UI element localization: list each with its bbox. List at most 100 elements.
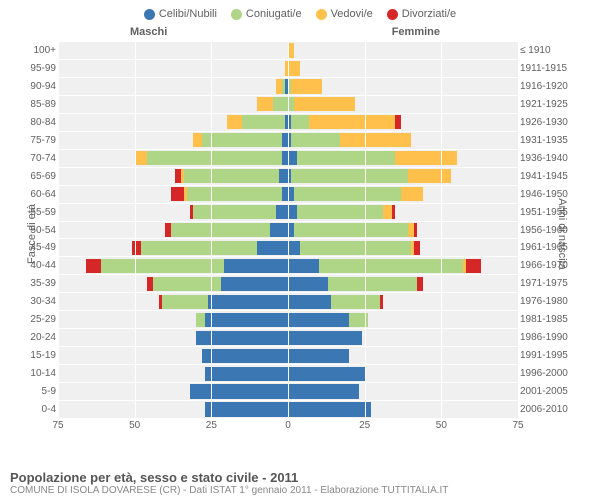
female-bar <box>288 223 518 237</box>
bar-segment <box>288 241 300 255</box>
female-bar <box>288 259 518 273</box>
bar-segment <box>224 259 288 273</box>
bar-segment <box>309 115 395 129</box>
female-bar <box>288 133 518 147</box>
age-group-label: 50-54 <box>18 221 56 239</box>
age-group-label: 20-24 <box>18 329 56 347</box>
birth-year-label: 1921-1925 <box>520 96 582 114</box>
age-group-label: 35-39 <box>18 275 56 293</box>
bar-segment <box>193 205 276 219</box>
male-bar <box>58 367 288 381</box>
legend-label: Divorziati/e <box>402 8 456 20</box>
male-bar <box>58 223 288 237</box>
x-tick-label: 50 <box>436 420 447 431</box>
bar-segment <box>291 79 322 93</box>
bar-segment <box>383 205 392 219</box>
bar-segment <box>196 313 205 327</box>
female-bar <box>288 205 518 219</box>
male-bar <box>58 259 288 273</box>
bar-segment <box>395 151 456 165</box>
male-bar <box>58 79 288 93</box>
x-axis-ticks: 7550250255075 <box>58 420 518 436</box>
female-bar <box>288 97 518 111</box>
bar-segment <box>208 295 288 309</box>
bar-segment <box>340 133 411 147</box>
birth-year-label: 1966-1970 <box>520 257 582 275</box>
bar-segment <box>190 384 288 398</box>
bar-segment <box>187 187 282 201</box>
bar-segment <box>414 241 420 255</box>
x-tick-label: 25 <box>206 420 217 431</box>
birth-year-label: 1996-2000 <box>520 364 582 382</box>
female-bar <box>288 241 518 255</box>
bar-segment <box>380 295 383 309</box>
birth-year-label: 1961-1965 <box>520 239 582 257</box>
age-group-label: 80-84 <box>18 114 56 132</box>
bar-segment <box>294 97 355 111</box>
age-axis-labels: 100+95-9990-9485-8980-8475-7970-7465-696… <box>18 42 56 418</box>
female-bar <box>288 349 518 363</box>
birth-year-label: 1946-1950 <box>520 185 582 203</box>
birth-year-label: 1926-1930 <box>520 114 582 132</box>
chart-subtitle: COMUNE DI ISOLA DOVARESE (CR) - Dati IST… <box>10 485 590 496</box>
male-bar <box>58 241 288 255</box>
female-bar <box>288 187 518 201</box>
grid-line <box>211 42 212 418</box>
bar-segment <box>257 97 272 111</box>
female-bar <box>288 367 518 381</box>
bar-segment <box>141 241 258 255</box>
bar-segment <box>270 223 288 237</box>
male-bar <box>58 331 288 345</box>
male-bar <box>58 169 288 183</box>
birth-year-label: 1931-1935 <box>520 132 582 150</box>
grid-line <box>135 42 136 418</box>
male-header: Maschi <box>130 26 167 38</box>
bar-segment <box>288 349 349 363</box>
male-bar <box>58 97 288 111</box>
male-bar <box>58 133 288 147</box>
bar-segment <box>297 205 383 219</box>
age-group-label: 60-64 <box>18 185 56 203</box>
age-group-label: 65-69 <box>18 167 56 185</box>
birth-year-label: 1971-1975 <box>520 275 582 293</box>
age-group-label: 10-14 <box>18 364 56 382</box>
chart-area: Maschi Femmine Fasce di età Anni di nasc… <box>0 24 600 444</box>
bar-segment <box>288 402 371 416</box>
birth-year-label: 1991-1995 <box>520 346 582 364</box>
bar-segment <box>276 205 288 219</box>
birth-year-label: 1981-1985 <box>520 311 582 329</box>
birth-year-label: ≤ 1910 <box>520 42 582 60</box>
bar-segment <box>162 295 208 309</box>
male-bar <box>58 349 288 363</box>
bar-segment <box>205 402 288 416</box>
male-bar <box>58 402 288 416</box>
bar-segment <box>288 313 349 327</box>
bar-segment <box>86 259 101 273</box>
female-bar <box>288 61 518 75</box>
age-group-label: 15-19 <box>18 346 56 364</box>
x-tick-label: 75 <box>512 420 523 431</box>
bar-segment <box>328 277 417 291</box>
male-bar <box>58 187 288 201</box>
bar-segment <box>171 187 183 201</box>
age-group-label: 85-89 <box>18 96 56 114</box>
female-bar <box>288 151 518 165</box>
legend-label: Coniugati/e <box>246 8 302 20</box>
plot-area <box>58 42 518 418</box>
birth-year-label: 1976-1980 <box>520 293 582 311</box>
male-bar <box>58 384 288 398</box>
bar-segment <box>401 187 422 201</box>
bar-segment <box>205 367 288 381</box>
bar-segment <box>132 241 141 255</box>
birthyear-axis-labels: ≤ 19101911-19151916-19201921-19251926-19… <box>520 42 582 418</box>
bar-segment <box>288 151 297 165</box>
legend: Celibi/NubiliConiugati/eVedovi/eDivorzia… <box>0 0 600 24</box>
bar-segment <box>288 331 362 345</box>
bar-segment <box>273 97 288 111</box>
legend-item: Celibi/Nubili <box>144 8 217 20</box>
birth-year-label: 2001-2005 <box>520 382 582 400</box>
bar-segment <box>242 115 285 129</box>
bar-segment <box>147 151 282 165</box>
bar-segment <box>288 295 331 309</box>
male-bar <box>58 295 288 309</box>
